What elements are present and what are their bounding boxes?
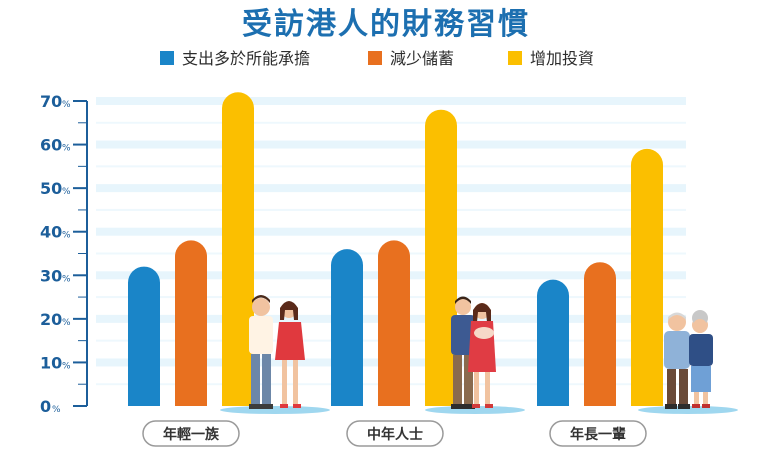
y-tick-label-40: 40 [40, 223, 62, 242]
bar-3-1 [537, 279, 569, 406]
legend-label-2: 減少儲蓄 [390, 49, 454, 68]
gridline-60 [96, 140, 686, 149]
elderly-couple-illustration [638, 310, 738, 414]
y-tick-label-30: 30 [40, 266, 62, 285]
legend-swatch-1 [160, 51, 174, 65]
illustrations [220, 295, 738, 414]
y-tick-label-0: 0 [40, 397, 51, 416]
bar-1-1 [128, 266, 160, 406]
y-tick-label-10: 10 [40, 353, 62, 372]
y-tick-suffix-50: % [62, 187, 71, 197]
category-label-1: 年輕一族 [163, 426, 220, 443]
gridline-minor-55 [96, 165, 686, 168]
category-pill-2 [346, 420, 444, 447]
y-tick-label-60: 60 [40, 136, 62, 155]
y-tick-suffix-10: % [62, 361, 71, 371]
legend-label-3: 增加投資 [530, 49, 594, 68]
bar-1-3 [222, 92, 254, 407]
chart-title: 受訪港人的財務習慣 [242, 7, 530, 42]
category-label-2: 中年人士 [367, 426, 423, 443]
y-tick-label-20: 20 [40, 310, 62, 329]
bars [128, 92, 663, 407]
y-tick-suffix-40: % [62, 231, 71, 241]
y-tick-suffix-20: % [62, 318, 71, 328]
y-tick-label-50: 50 [40, 179, 62, 198]
bar-2-2 [378, 240, 410, 406]
gridline-70 [96, 97, 686, 105]
gridline-minor-45 [96, 208, 686, 211]
bar-2-3 [425, 109, 457, 406]
y-tick-suffix-0: % [52, 405, 61, 415]
category-pill-3 [549, 420, 647, 447]
gridline-40 [96, 227, 686, 236]
parents-with-baby-illustration [425, 296, 525, 414]
gridline-minor-65 [96, 121, 686, 124]
y-tick-suffix-70: % [62, 100, 71, 110]
y-axis: 0 %10 %20 %30 %40 %50 %60 %70% [40, 92, 88, 416]
bar-2-1 [331, 249, 363, 406]
legend-swatch-3 [508, 51, 522, 65]
young-couple-illustration [220, 295, 330, 414]
bar-3-3 [631, 148, 663, 406]
legend-label-1: 支出多於所能承擔 [182, 49, 310, 68]
y-tick-suffix-60: % [62, 144, 71, 154]
category-label-3: 年長一輩 [570, 426, 626, 443]
category-pill-1 [142, 420, 240, 447]
bar-3-2 [584, 262, 616, 406]
category-labels: 年輕一族 中年人士 年長一輩 [142, 420, 647, 447]
legend: 支出多於所能承擔 減少儲蓄 增加投資 [160, 49, 594, 68]
gridline-50 [96, 184, 686, 193]
legend-swatch-2 [368, 51, 382, 65]
y-tick-suffix-30: % [62, 274, 71, 284]
y-tick-label-70: 70 [40, 92, 62, 111]
bar-1-2 [175, 240, 207, 406]
